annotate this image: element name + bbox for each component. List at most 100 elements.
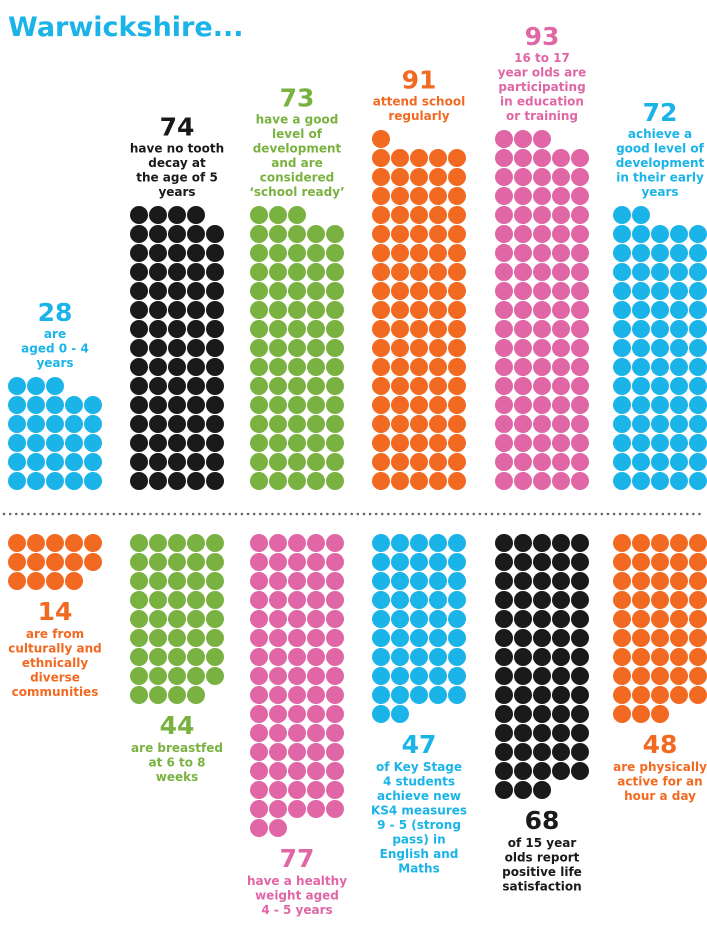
dot [533,130,551,148]
dot [495,743,513,761]
dot [326,282,344,300]
dot [651,453,669,471]
dot [372,534,390,552]
dot [250,591,268,609]
dot [206,667,224,685]
dot [130,301,148,319]
dot [632,282,650,300]
label: communities [12,685,99,699]
dot [250,301,268,319]
dot [326,377,344,395]
dot [288,724,306,742]
dot [288,434,306,452]
dot [552,667,570,685]
label: 9 - 5 (strong [377,818,461,832]
dot [514,168,532,186]
dot [689,415,707,433]
dot [410,686,428,704]
value-label: 28 [38,298,73,327]
dot [670,377,688,395]
dot [206,610,224,628]
dot [288,629,306,647]
dot [429,358,447,376]
dot [613,206,631,224]
dot [651,629,669,647]
dot [495,415,513,433]
dot [651,339,669,357]
dot [149,320,167,338]
dot [187,396,205,414]
dot [130,339,148,357]
label: attend school [373,95,465,109]
dot [326,396,344,414]
dot [448,263,466,281]
dot [632,434,650,452]
dot [27,453,45,471]
dot [495,130,513,148]
dot [250,534,268,552]
dot [571,396,589,414]
label: have a healthy [247,874,347,888]
dot [288,686,306,704]
dot [533,667,551,685]
dot [410,358,428,376]
dot [288,800,306,818]
dot [571,339,589,357]
dot [326,244,344,262]
dot [495,263,513,281]
dot [130,534,148,552]
dot [372,472,390,490]
dot [372,629,390,647]
dot [372,648,390,666]
dot-column [8,534,102,590]
label: diverse [30,671,80,685]
dot [613,244,631,262]
dot [307,225,325,243]
dot [495,781,513,799]
dot [130,263,148,281]
dot [372,686,390,704]
dot [288,396,306,414]
dot [130,396,148,414]
dot [613,377,631,395]
dot [613,705,631,723]
dot [168,591,186,609]
dot [514,781,532,799]
dot [288,244,306,262]
dot [651,553,669,571]
dot [670,648,688,666]
value-label: 48 [643,730,678,759]
dot [168,225,186,243]
dot [552,572,570,590]
dot [288,648,306,666]
dot [410,377,428,395]
dot [689,320,707,338]
dot [448,244,466,262]
dot [495,377,513,395]
dot [206,629,224,647]
dot [514,762,532,780]
dot [250,415,268,433]
dot [514,534,532,552]
dot [269,301,287,319]
dot [250,762,268,780]
dot [250,629,268,647]
dot [288,358,306,376]
dot [514,686,532,704]
dot [495,591,513,609]
dot [410,667,428,685]
dot [149,434,167,452]
dot [187,415,205,433]
dot [571,301,589,319]
dot [448,667,466,685]
dot [206,591,224,609]
dot [307,282,325,300]
dot [27,377,45,395]
dot [448,358,466,376]
dot [514,648,532,666]
dot [307,453,325,471]
dot [168,377,186,395]
dot [250,282,268,300]
dot [391,534,409,552]
dot [495,762,513,780]
